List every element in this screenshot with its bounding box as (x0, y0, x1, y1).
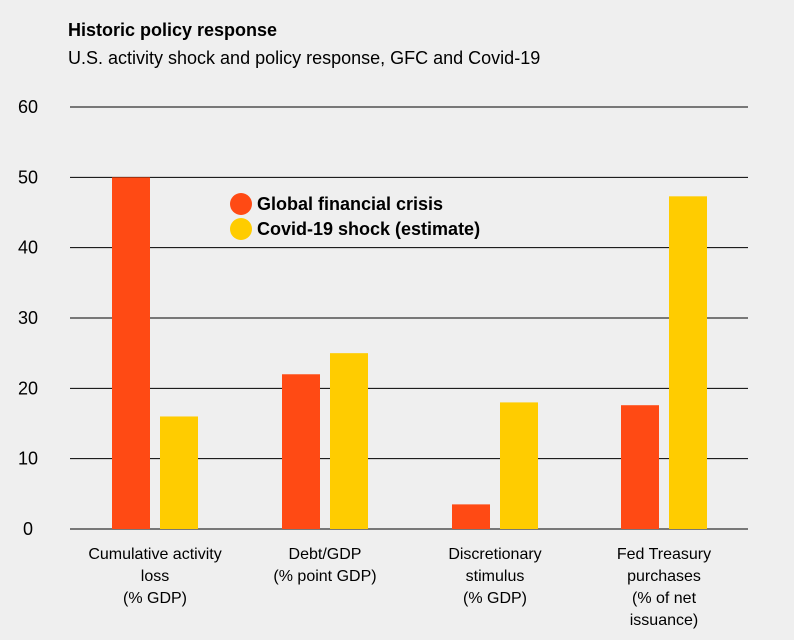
y-tick-label: 0 (23, 519, 33, 539)
legend-swatch-covid (230, 218, 252, 240)
y-tick-label: 50 (18, 167, 38, 187)
x-tick-label: purchases (627, 568, 701, 585)
x-tick-label: Cumulative activity (88, 546, 221, 563)
x-tick-label: Debt/GDP (289, 546, 362, 563)
y-tick-label: 20 (18, 378, 38, 398)
x-tick-label: issuance) (630, 612, 698, 629)
x-tick-label: Fed Treasury (617, 546, 711, 563)
y-tick-label: 10 (18, 449, 38, 469)
bar-gfc (452, 504, 490, 529)
bar-covid (669, 196, 707, 529)
x-tick-label: (% of net (632, 590, 697, 607)
x-tick-label: (% GDP) (123, 590, 187, 607)
y-axis-ticks: 0 10 20 30 40 50 60 (18, 97, 38, 539)
legend-label: Global financial crisis (257, 194, 443, 214)
bar-covid (500, 402, 538, 529)
x-tick-label: stimulus (466, 568, 525, 585)
bars (112, 177, 707, 530)
bar-gfc (621, 405, 659, 529)
bar-gfc (112, 177, 150, 530)
bar-gfc (282, 374, 320, 529)
x-tick-label: (% point GDP) (273, 568, 376, 585)
category-labels: Cumulative activity loss (% GDP) Debt/GDP (%… (88, 546, 711, 629)
chart-subtitle: U.S. activity shock and policy response,… (68, 48, 541, 68)
x-tick-label: loss (141, 568, 169, 585)
bar-covid (330, 353, 368, 529)
bar-covid (160, 416, 198, 529)
y-tick-label: 30 (18, 308, 38, 328)
x-tick-label: Discretionary (448, 546, 541, 563)
y-tick-label: 40 (18, 238, 38, 258)
legend-label: Covid-19 shock (estimate) (257, 219, 480, 239)
legend: Global financial crisis Covid-19 shock (e… (230, 193, 480, 240)
y-tick-label: 60 (18, 97, 38, 117)
legend-swatch-gfc (230, 193, 252, 215)
x-tick-label: (% GDP) (463, 590, 527, 607)
chart-title: Historic policy response (68, 20, 278, 40)
